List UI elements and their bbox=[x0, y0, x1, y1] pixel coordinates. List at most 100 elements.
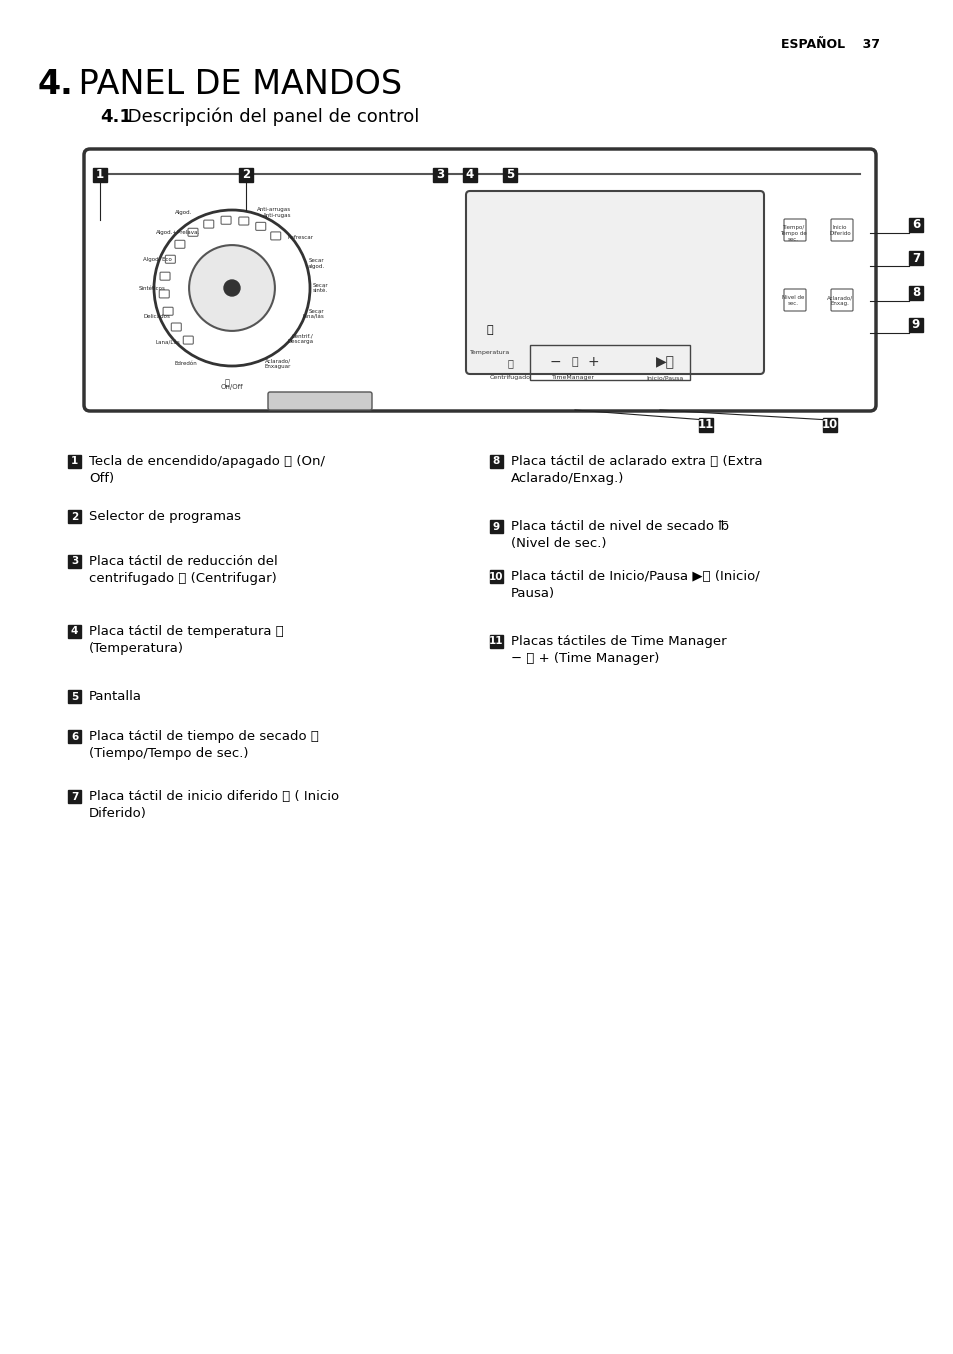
Text: Secar
algod.: Secar algod. bbox=[307, 257, 324, 268]
FancyBboxPatch shape bbox=[238, 217, 249, 225]
FancyBboxPatch shape bbox=[908, 286, 923, 301]
FancyBboxPatch shape bbox=[465, 191, 763, 374]
FancyBboxPatch shape bbox=[68, 510, 81, 523]
Text: ESPAÑOL    37: ESPAÑOL 37 bbox=[781, 38, 879, 51]
FancyBboxPatch shape bbox=[163, 307, 172, 315]
Text: Lana/Lás: Lana/Lás bbox=[155, 341, 180, 345]
Text: 4.: 4. bbox=[38, 68, 73, 102]
Text: Anti-arrugas
Anti-rugas: Anti-arrugas Anti-rugas bbox=[256, 207, 291, 218]
Text: − Ⓢ + (Time Manager): − Ⓢ + (Time Manager) bbox=[511, 653, 659, 665]
Text: 6: 6 bbox=[71, 731, 78, 742]
FancyBboxPatch shape bbox=[174, 240, 185, 248]
FancyBboxPatch shape bbox=[92, 168, 107, 181]
Text: Placa táctil de tiempo de secado ⏱: Placa táctil de tiempo de secado ⏱ bbox=[89, 730, 318, 743]
FancyBboxPatch shape bbox=[490, 520, 502, 533]
Circle shape bbox=[189, 245, 274, 330]
Text: 2: 2 bbox=[71, 512, 78, 521]
FancyBboxPatch shape bbox=[255, 222, 266, 230]
Text: 4: 4 bbox=[71, 627, 78, 636]
Text: Ⓢ: Ⓢ bbox=[571, 357, 578, 367]
Text: 1: 1 bbox=[71, 456, 78, 467]
FancyBboxPatch shape bbox=[908, 250, 923, 265]
FancyBboxPatch shape bbox=[221, 217, 231, 225]
Text: centrifugado Ⓢ (Centrifugar): centrifugado Ⓢ (Centrifugar) bbox=[89, 571, 276, 585]
FancyBboxPatch shape bbox=[68, 691, 81, 703]
Text: Aclarado/
Enxag.: Aclarado/ Enxag. bbox=[826, 295, 852, 306]
FancyBboxPatch shape bbox=[490, 455, 502, 468]
Text: 1: 1 bbox=[96, 168, 104, 181]
Text: 9: 9 bbox=[493, 521, 499, 532]
Text: Secar
sinté.: Secar sinté. bbox=[312, 283, 328, 294]
FancyBboxPatch shape bbox=[490, 570, 502, 584]
Text: Centrifugado: Centrifugado bbox=[489, 375, 530, 380]
Text: 9: 9 bbox=[911, 318, 919, 332]
FancyBboxPatch shape bbox=[68, 730, 81, 743]
Text: TimeManager: TimeManager bbox=[551, 375, 594, 380]
Text: Inicio/Pausa: Inicio/Pausa bbox=[646, 375, 683, 380]
FancyBboxPatch shape bbox=[271, 232, 280, 240]
Text: Centrif./
Descarga: Centrif./ Descarga bbox=[287, 333, 314, 344]
Circle shape bbox=[153, 210, 310, 366]
Text: (Nivel de sec.): (Nivel de sec.) bbox=[511, 538, 606, 550]
Text: Ⓢ: Ⓢ bbox=[507, 357, 513, 368]
Text: Sintéticos: Sintéticos bbox=[139, 286, 166, 291]
Text: ▶⏸: ▶⏸ bbox=[655, 355, 674, 370]
Text: 8: 8 bbox=[493, 456, 499, 467]
Text: Selector de programas: Selector de programas bbox=[89, 510, 241, 523]
Text: Aclarado/
Enxaguar: Aclarado/ Enxaguar bbox=[264, 359, 291, 370]
FancyBboxPatch shape bbox=[84, 149, 875, 412]
FancyBboxPatch shape bbox=[830, 219, 852, 241]
FancyBboxPatch shape bbox=[165, 256, 175, 263]
Text: 10: 10 bbox=[489, 571, 503, 581]
FancyBboxPatch shape bbox=[204, 221, 213, 227]
Text: Placa táctil de reducción del: Placa táctil de reducción del bbox=[89, 555, 277, 567]
Text: 7: 7 bbox=[71, 792, 78, 802]
Text: Refrescar: Refrescar bbox=[287, 234, 314, 240]
Text: Secar
lana/lás: Secar lana/lás bbox=[302, 309, 324, 320]
Text: Placa táctil de temperatura 🌡: Placa táctil de temperatura 🌡 bbox=[89, 626, 283, 638]
Text: Pantalla: Pantalla bbox=[89, 691, 142, 703]
Text: Placas táctiles de Time Manager: Placas táctiles de Time Manager bbox=[511, 635, 726, 649]
FancyBboxPatch shape bbox=[188, 229, 198, 237]
Text: 11: 11 bbox=[698, 418, 714, 432]
Text: 5: 5 bbox=[505, 168, 514, 181]
Text: Descripción del panel de control: Descripción del panel de control bbox=[122, 108, 419, 126]
Text: Placa táctil de aclarado extra ⧮ (Extra: Placa táctil de aclarado extra ⧮ (Extra bbox=[511, 455, 761, 468]
Text: Aclarado/Enxag.): Aclarado/Enxag.) bbox=[511, 473, 623, 485]
FancyBboxPatch shape bbox=[830, 288, 852, 311]
FancyBboxPatch shape bbox=[783, 288, 805, 311]
Text: Algod. Eco: Algod. Eco bbox=[143, 257, 172, 263]
Text: Pausa): Pausa) bbox=[511, 588, 555, 600]
Text: Nivel de
sec.: Nivel de sec. bbox=[781, 295, 803, 306]
Text: 2: 2 bbox=[242, 168, 250, 181]
Text: 3: 3 bbox=[71, 556, 78, 566]
Text: 3: 3 bbox=[436, 168, 443, 181]
FancyBboxPatch shape bbox=[239, 168, 253, 181]
Text: (Tiempo/Tempo de sec.): (Tiempo/Tempo de sec.) bbox=[89, 747, 248, 760]
Text: 5: 5 bbox=[71, 692, 78, 701]
Text: 6: 6 bbox=[911, 218, 919, 232]
Text: 4.1: 4.1 bbox=[100, 108, 132, 126]
FancyBboxPatch shape bbox=[822, 418, 836, 432]
Text: Inicio
Diferido: Inicio Diferido bbox=[828, 225, 850, 236]
Text: Diferido): Diferido) bbox=[89, 807, 147, 821]
Text: Tiempo/
Tempo de
sec.: Tiempo/ Tempo de sec. bbox=[779, 225, 805, 241]
FancyBboxPatch shape bbox=[172, 324, 181, 330]
FancyBboxPatch shape bbox=[160, 272, 170, 280]
Text: +: + bbox=[587, 355, 598, 370]
FancyBboxPatch shape bbox=[462, 168, 476, 181]
Text: (Temperatura): (Temperatura) bbox=[89, 642, 184, 655]
Text: −: − bbox=[549, 355, 560, 370]
Text: Off): Off) bbox=[89, 473, 114, 485]
Text: Edredón: Edredón bbox=[174, 362, 197, 366]
Circle shape bbox=[224, 280, 240, 297]
FancyBboxPatch shape bbox=[433, 168, 447, 181]
Text: 4: 4 bbox=[465, 168, 474, 181]
Text: PANEL DE MANDOS: PANEL DE MANDOS bbox=[68, 68, 402, 102]
FancyBboxPatch shape bbox=[502, 168, 517, 181]
FancyBboxPatch shape bbox=[68, 455, 81, 468]
Text: 7: 7 bbox=[911, 252, 919, 264]
Text: 11: 11 bbox=[489, 636, 503, 646]
FancyBboxPatch shape bbox=[490, 635, 502, 649]
FancyBboxPatch shape bbox=[268, 393, 372, 410]
